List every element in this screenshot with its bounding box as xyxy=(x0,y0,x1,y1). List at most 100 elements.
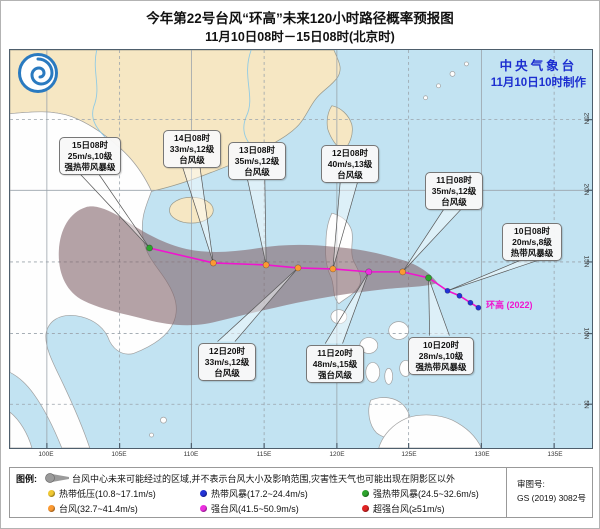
lon-label-130E: 130E xyxy=(474,451,490,458)
lat-label-20N: 20N xyxy=(582,183,590,196)
cone-symbol-icon xyxy=(44,473,69,483)
track-point-typhoon xyxy=(262,261,270,269)
track-point-typhoon xyxy=(294,264,302,272)
track-point-tropical_storm xyxy=(475,304,482,311)
forecast-time: 12日08时 xyxy=(332,148,368,158)
river-1 xyxy=(92,50,110,142)
legend-cone-note: 台风中心未来可能经过的区域,并不表示台风大小及影响范围,灾害性天气也可能出现在阴… xyxy=(72,474,456,484)
cma-logo xyxy=(17,52,59,99)
forecast-point-label-11日20时: 11日20时 48m/s,15级 强台风级 xyxy=(306,345,364,383)
island-natuna xyxy=(160,416,167,424)
forecast-category: 台风级 xyxy=(441,197,467,207)
severe_tropical_storm-dot-icon xyxy=(362,490,369,497)
legend-item: 台风(32.7~41.4m/s) xyxy=(48,502,200,515)
lon-label-120E: 120E xyxy=(329,451,345,458)
legend-caption-row: 图例: 台风中心未来可能经过的区域,并不表示台风大小及影响范围,灾害性天气也可能… xyxy=(16,472,455,485)
forecast-category: 强热带风暴级 xyxy=(415,362,467,372)
landmass-corner-strip xyxy=(10,411,33,448)
page-subtitle: 11月10日08时－15日08时(北京时) xyxy=(205,30,395,44)
island-ryukyu-4 xyxy=(464,61,469,67)
forecast-map: 中央气象台 11月10日10时制作 环高 (2022) 25N 20N 15N 10N… xyxy=(9,49,593,449)
track-point-severe_tropical_storm xyxy=(146,244,153,252)
forecast-point-label-10日08时: 10日08时 20m/s,8级 热带风暴级 xyxy=(502,223,562,261)
track-point-tropical_storm xyxy=(444,287,451,294)
forecast-time: 10日20时 xyxy=(423,340,459,350)
lon-label-115E: 115E xyxy=(256,451,272,458)
forecast-point-label-12日20时: 12日20时 33m/s,12级 台风级 xyxy=(198,343,256,381)
forecast-category: 台风级 xyxy=(179,155,205,165)
forecast-wind: 20m/s,8级 xyxy=(512,237,552,247)
probability-cone xyxy=(58,206,438,326)
forecast-point-label-11日08时: 11日08时 35m/s,12级 台风级 xyxy=(425,172,483,210)
forecast-time: 11日08时 xyxy=(436,175,472,185)
legend-item-label: 强热带风暴(24.5~32.6m/s) xyxy=(373,489,479,499)
legend-item: 热带低压(10.8~17.1m/s) xyxy=(48,487,200,500)
forecast-time: 11日20时 xyxy=(317,348,353,358)
legend-box: 图例: 台风中心未来可能经过的区域,并不表示台风大小及影响范围,灾害性天气也可能… xyxy=(9,467,593,518)
forecast-wind: 35m/s,12级 xyxy=(431,186,477,196)
legend-title: 图例: xyxy=(16,474,37,484)
forecast-category: 台风级 xyxy=(244,167,270,177)
tropical_storm-dot-icon xyxy=(200,490,207,497)
forecast-wind: 35m/s,12级 xyxy=(234,156,280,166)
map-canvas xyxy=(10,50,592,448)
forecast-category: 台风级 xyxy=(214,368,240,378)
lon-label-125E: 125E xyxy=(401,451,417,458)
lat-label-15N: 15N xyxy=(582,255,590,268)
lon-label-100E: 100E xyxy=(38,451,54,458)
island-ryukyu-1 xyxy=(423,95,428,101)
legend-item-label: 台风(32.7~41.4m/s) xyxy=(59,504,138,514)
track-point-tropical_storm xyxy=(467,299,474,306)
island-speck-1 xyxy=(149,432,154,438)
island-cebu xyxy=(384,368,394,385)
typhoon-track-layer xyxy=(146,244,482,311)
page-title: 今年第22号台风“环高”未来120小时路径概率预报图 xyxy=(146,11,454,26)
legend-item: 超强台风(≥51m/s) xyxy=(362,502,444,515)
longitude-labels: 100E 105E 110E 115E 120E 125E 130E 135E xyxy=(1,449,599,461)
approval-label: 审图号: xyxy=(517,479,545,489)
legend-item-label: 强台风(41.5~50.9m/s) xyxy=(211,504,299,514)
legend-row-1: 热带低压(10.8~17.1m/s) 热带风暴(17.2~24.4m/s) 强热带风… xyxy=(48,487,479,500)
island-ryukyu-2 xyxy=(436,83,441,89)
forecast-wind: 25m/s,10级 xyxy=(67,151,113,161)
forecast-wind: 33m/s,12级 xyxy=(204,357,250,367)
legend-item-label: 超强台风(≥51m/s) xyxy=(373,504,445,514)
approval-number: GS (2019) 3082号 xyxy=(517,493,586,503)
forecast-category: 强热带风暴级 xyxy=(64,162,116,172)
issue-time: 11月10日10时制作 xyxy=(490,77,586,89)
forecast-point-label-10日20时: 10日20时 28m/s,10级 强热带风暴级 xyxy=(408,337,474,375)
island-negros xyxy=(365,362,381,383)
super_typhoon-dot-icon xyxy=(362,505,369,512)
forecast-point-label-15日08时: 15日08时 25m/s,10级 强热带风暴级 xyxy=(59,137,121,175)
track-point-typhoon xyxy=(329,265,337,273)
lat-label-10N: 10N xyxy=(582,327,590,340)
track-point-typhoon xyxy=(209,259,217,267)
island-ryukyu-3 xyxy=(449,71,456,77)
forecast-category: 强台风级 xyxy=(317,370,352,380)
typhoon-dot-icon xyxy=(48,505,55,512)
issuer-credit: 中央气象台 11月10日10时制作 xyxy=(491,55,586,90)
forecast-category: 台风级 xyxy=(337,170,363,180)
track-point-severe_tropical_storm xyxy=(425,274,432,282)
legend-items-area: 图例: 台风中心未来可能经过的区域,并不表示台风大小及影响范围,灾害性天气也可能… xyxy=(10,468,507,517)
legend-item-label: 热带风暴(17.2~24.4m/s) xyxy=(211,489,308,499)
track-point-severe_typhoon xyxy=(365,268,373,276)
forecast-time: 13日08时 xyxy=(239,145,275,155)
track-point-tropical_storm xyxy=(456,292,463,299)
forecast-time: 15日08时 xyxy=(72,140,108,150)
forecast-point-label-14日08时: 14日08时 33m/s,12级 台风级 xyxy=(163,130,221,168)
island-samar xyxy=(388,321,409,340)
tropical_depression-dot-icon xyxy=(48,490,55,497)
legend-item: 强热带风暴(24.5~32.6m/s) xyxy=(362,487,479,500)
forecast-point-label-13日08时: 13日08时 35m/s,12级 台风级 xyxy=(228,142,286,180)
lon-label-110E: 110E xyxy=(183,451,199,458)
severe_typhoon-dot-icon xyxy=(200,505,207,512)
forecast-time: 14日08时 xyxy=(174,133,210,143)
legend-item: 强台风(41.5~50.9m/s) xyxy=(200,502,362,515)
lat-label-5N: 5N xyxy=(582,400,590,409)
pointer-wedge xyxy=(428,277,450,336)
pointer-wedge-layer xyxy=(80,167,540,344)
forecast-wind: 48m/s,15级 xyxy=(312,359,358,369)
map-approval-area: 审图号: GS (2019) 3082号 xyxy=(507,468,593,517)
